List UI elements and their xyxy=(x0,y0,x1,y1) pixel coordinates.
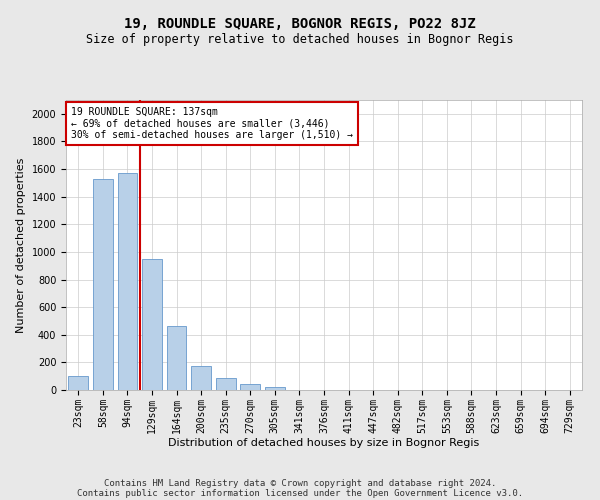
Bar xyxy=(68,376,88,390)
Bar xyxy=(142,259,162,390)
Bar xyxy=(167,326,187,390)
Text: Contains public sector information licensed under the Open Government Licence v3: Contains public sector information licen… xyxy=(77,488,523,498)
Bar xyxy=(265,386,284,390)
X-axis label: Distribution of detached houses by size in Bognor Regis: Distribution of detached houses by size … xyxy=(169,438,479,448)
Y-axis label: Number of detached properties: Number of detached properties xyxy=(16,158,26,332)
Text: Contains HM Land Registry data © Crown copyright and database right 2024.: Contains HM Land Registry data © Crown c… xyxy=(104,478,496,488)
Bar xyxy=(118,173,137,390)
Bar xyxy=(93,178,113,390)
Text: 19, ROUNDLE SQUARE, BOGNOR REGIS, PO22 8JZ: 19, ROUNDLE SQUARE, BOGNOR REGIS, PO22 8… xyxy=(124,18,476,32)
Text: Size of property relative to detached houses in Bognor Regis: Size of property relative to detached ho… xyxy=(86,32,514,46)
Bar xyxy=(191,366,211,390)
Bar xyxy=(241,384,260,390)
Bar xyxy=(216,378,236,390)
Text: 19 ROUNDLE SQUARE: 137sqm
← 69% of detached houses are smaller (3,446)
30% of se: 19 ROUNDLE SQUARE: 137sqm ← 69% of detac… xyxy=(71,108,353,140)
